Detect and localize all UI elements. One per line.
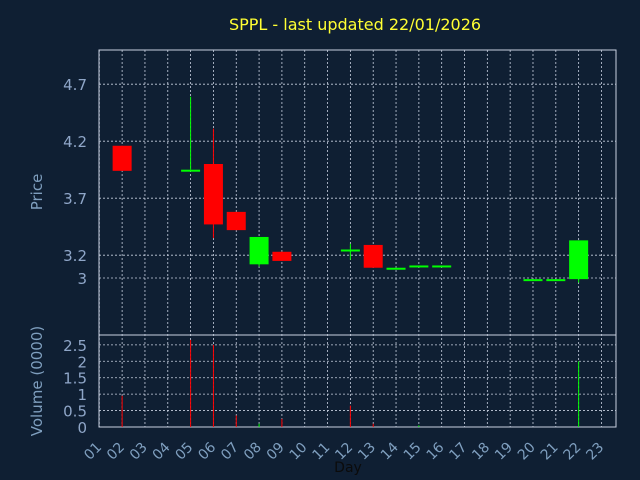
x-tick-label: 05	[173, 440, 197, 464]
x-tick-label: 16	[424, 439, 448, 463]
x-tick-label: 08	[241, 440, 265, 464]
price-tick-label: 3.2	[63, 247, 87, 265]
candle-body	[363, 244, 383, 268]
candle-body	[386, 267, 406, 270]
volume-tick-label: 1.5	[63, 370, 87, 388]
candle-body	[112, 145, 132, 171]
price-panel	[98, 49, 617, 336]
candle-body	[226, 211, 246, 231]
candle-body	[249, 236, 269, 265]
price-tick-label: 3	[77, 270, 87, 288]
x-tick-label: 04	[150, 439, 174, 463]
x-tick-label: 21	[538, 440, 562, 464]
candle-body	[181, 169, 201, 172]
x-tick-label: 22	[561, 440, 585, 464]
candle-body	[409, 265, 429, 268]
x-tick-label: 23	[583, 440, 607, 464]
price-tick-label: 3.7	[63, 190, 87, 208]
x-tick-label: 01	[81, 440, 105, 464]
x-tick-label: 17	[446, 440, 470, 464]
candle-body	[272, 251, 292, 261]
candle-body	[432, 265, 452, 268]
x-tick-label: 14	[378, 439, 402, 463]
volume-tick-label: 2.5	[63, 337, 87, 355]
x-tick-label: 02	[104, 440, 128, 464]
price-axis-label: Price	[28, 174, 46, 211]
x-tick-label: 11	[309, 440, 333, 464]
price-tick-labels: 3 3.2 3.7 4.2 4.7	[63, 76, 87, 288]
price-tick-label: 4.2	[63, 133, 87, 151]
x-tick-label: 10	[287, 440, 311, 464]
candle-body	[546, 279, 566, 282]
x-axis-label: Day	[334, 460, 362, 476]
x-tick-label: 03	[127, 440, 151, 464]
volume-tick-label: 0.5	[63, 403, 87, 421]
x-tick-label: 20	[515, 440, 539, 464]
volume-tick-label: 2	[77, 353, 87, 371]
x-tick-label: 07	[218, 440, 242, 464]
x-tick-label: 19	[492, 440, 516, 464]
volume-panel	[98, 334, 617, 428]
candle-body	[203, 164, 223, 225]
volume-tick-label: 1	[77, 386, 87, 404]
candle-body	[569, 240, 589, 280]
x-tick-label: 09	[264, 440, 288, 464]
x-tick-label: 18	[469, 440, 493, 464]
volume-tick-labels: 00.511.522.5	[63, 337, 87, 437]
volume-axis-label: Volume (0000)	[28, 326, 46, 436]
price-tick-label: 4.7	[63, 76, 87, 94]
chart-title: SPPL - last updated 22/01/2026	[229, 15, 481, 34]
volume-tick-label: 0	[77, 419, 87, 437]
candle-body	[523, 279, 543, 282]
candles	[112, 96, 589, 283]
grid-lines	[98, 50, 616, 427]
x-tick-label: 15	[401, 440, 425, 464]
candle-body	[340, 249, 360, 252]
volume-bars	[121, 339, 580, 427]
x-tick-label: 06	[195, 439, 219, 463]
